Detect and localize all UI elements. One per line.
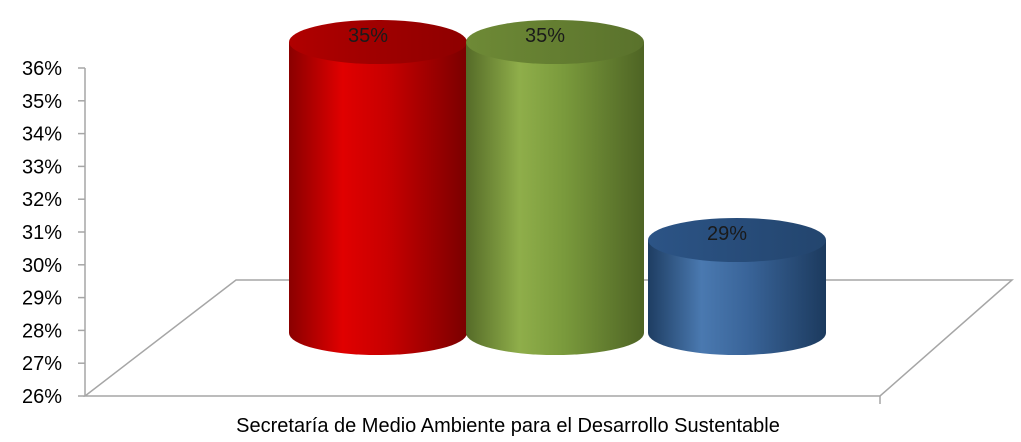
bar-cylinder (289, 20, 467, 355)
y-tick-label: 35% (22, 91, 62, 113)
y-tick-label: 26% (22, 386, 62, 408)
bars (289, 20, 826, 355)
data-label: 29% (707, 223, 747, 245)
category-axis: Secretaría de Medio Ambiente para el Des… (236, 415, 780, 437)
y-tick-label: 27% (22, 353, 62, 375)
bar-cylinder (466, 20, 644, 355)
bar-body (466, 42, 644, 355)
bar-body (289, 42, 467, 355)
data-label: 35% (525, 25, 565, 47)
y-tick-label: 30% (22, 255, 62, 277)
y-tick-label: 31% (22, 222, 62, 244)
data-label: 35% (348, 25, 388, 47)
y-tick-label: 36% (22, 58, 62, 80)
y-tick-label: 34% (22, 124, 62, 146)
category-label: Secretaría de Medio Ambiente para el Des… (236, 415, 780, 437)
y-tick-label: 29% (22, 288, 62, 310)
y-tick-label: 32% (22, 189, 62, 211)
y-tick-label: 28% (22, 320, 62, 342)
value-axis: 26% 27% 28% 29% 30% 31% 32% 33% 34% 35% 36% (22, 58, 85, 408)
y-tick-label: 33% (22, 156, 62, 178)
